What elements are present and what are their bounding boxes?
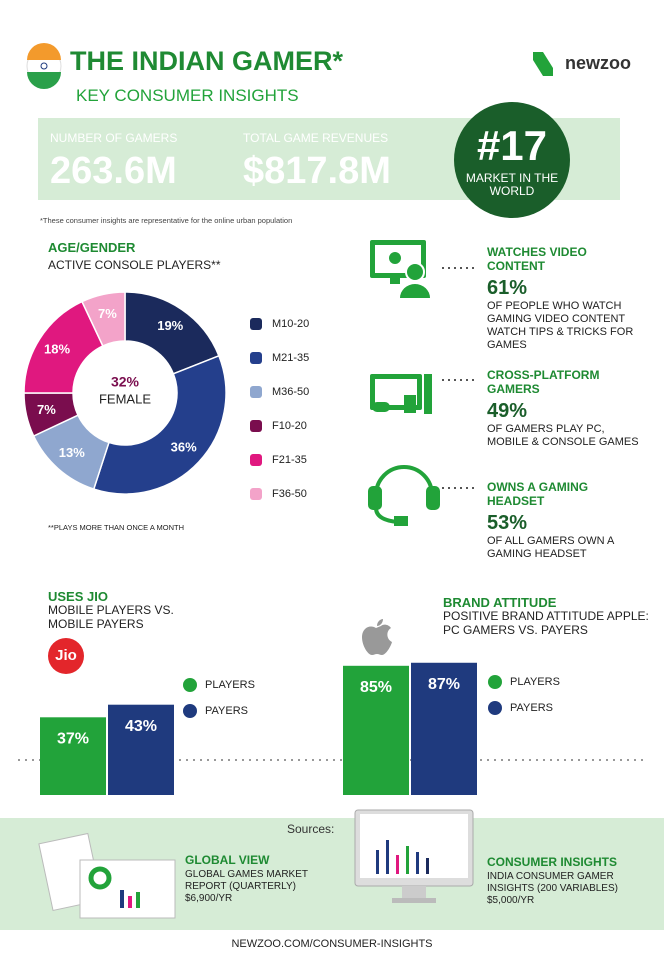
center-label: FEMALE — [99, 391, 151, 406]
legend-label: F36-50 — [272, 488, 307, 500]
legend-swatch — [250, 454, 262, 466]
slice-label: 19% — [157, 318, 183, 333]
legend-label: F10-20 — [272, 420, 307, 432]
section-subtitle: MOBILE PLAYERS VS. MOBILE PAYERS — [48, 603, 174, 631]
slice-label: 36% — [171, 440, 197, 455]
title: THE INDIAN GAMER* — [70, 46, 344, 76]
bar — [343, 665, 409, 795]
apple-logo — [362, 619, 392, 655]
jio-logo-text: Jio — [55, 647, 77, 664]
bar — [40, 717, 106, 795]
insight-value: 61% — [487, 277, 528, 299]
footnote: **PLAYS MORE THAN ONCE A MONTH — [48, 523, 184, 532]
bar-label: 37% — [57, 731, 89, 748]
section-subtitle: ACTIVE CONSOLE PLAYERS** — [48, 258, 221, 272]
section-title: BRAND ATTITUDE — [443, 595, 557, 610]
product-title: GLOBAL VIEW — [185, 853, 270, 867]
slice-label: 7% — [98, 306, 117, 321]
product-title: CONSUMER INSIGHTS — [487, 855, 618, 869]
product-price: $6,900/YR — [185, 893, 233, 904]
legend-swatch — [250, 352, 262, 364]
report-image — [38, 832, 176, 919]
footer: NEWZOO.COM/CONSUMER-INSIGHTS — [231, 938, 433, 950]
section-subtitle: POSITIVE BRAND ATTITUDE APPLE: PC GAMERS… — [443, 609, 649, 637]
stat-value: 263.6M — [50, 150, 177, 192]
rank-value: #17 — [476, 122, 548, 169]
insight-title: WATCHES VIDEO CONTENT — [487, 245, 587, 273]
bar-label: 43% — [125, 718, 157, 735]
pie-slice — [80, 291, 126, 347]
video-icon — [370, 240, 430, 298]
stat-label: NUMBER OF GAMERS — [50, 131, 178, 145]
legend-swatch — [250, 318, 262, 330]
legend-swatch — [250, 420, 262, 432]
slice-label: 18% — [44, 341, 70, 356]
product-price: $5,000/YR — [487, 895, 535, 906]
legend-swatch — [488, 701, 502, 715]
insight-text: OF GAMERS PLAY PC, MOBILE & CONSOLE GAME… — [487, 423, 639, 448]
note: *These consumer insights are representat… — [40, 216, 293, 225]
center-value: 32% — [111, 374, 140, 390]
platform-icon — [370, 374, 432, 414]
insight-text: OF ALL GAMERS OWN A GAMING HEADSET — [487, 535, 614, 560]
connectors — [442, 267, 478, 489]
legend-label: PAYERS — [510, 702, 553, 714]
bar-label: 85% — [360, 679, 392, 696]
bar — [411, 662, 477, 795]
rank-label: MARKET IN THE WORLD — [465, 171, 559, 198]
rank-circle — [454, 102, 570, 218]
legend-label: M36-50 — [272, 386, 309, 398]
legend-label: M10-20 — [272, 318, 309, 330]
bar — [108, 704, 174, 795]
brand: newzoo — [565, 53, 631, 73]
legend-label: PLAYERS — [510, 676, 560, 688]
insight-title: CROSS-PLATFORM GAMERS — [487, 368, 600, 396]
insight-title: OWNS A GAMING HEADSET — [487, 480, 589, 508]
legend-swatch — [250, 386, 262, 398]
section-title: USES JIO — [48, 589, 108, 604]
pie-slice — [92, 354, 227, 495]
legend-swatch — [183, 678, 197, 692]
insight-text: OF PEOPLE WHO WATCH GAMING VIDEO CONTENT… — [487, 300, 634, 351]
monitor-image — [354, 809, 474, 903]
legend-label: M21-35 — [272, 352, 309, 364]
slice-label: 7% — [37, 402, 56, 417]
product-text: INDIA CONSUMER GAMER INSIGHTS (200 VARIA… — [487, 871, 618, 894]
legend-swatch — [488, 675, 502, 689]
newzoo-logo — [533, 52, 553, 76]
stat-label: TOTAL GAME REVENUES — [243, 131, 389, 145]
bar-label: 87% — [428, 676, 460, 693]
legend-swatch — [183, 704, 197, 718]
legend-label: PLAYERS — [205, 679, 255, 691]
subtitle: KEY CONSUMER INSIGHTS — [76, 86, 299, 105]
headset-icon — [368, 465, 440, 526]
insight-value: 49% — [487, 400, 528, 422]
product-text: GLOBAL GAMES MARKET REPORT (QUARTERLY) — [185, 869, 308, 892]
legend-label: F21-35 — [272, 454, 307, 466]
jio-logo — [48, 638, 84, 674]
stat-value: $817.8M — [243, 150, 391, 192]
insight-value: 53% — [487, 512, 528, 534]
sources-label: Sources: — [287, 822, 335, 836]
section-title: AGE/GENDER — [48, 240, 136, 255]
flag — [26, 43, 62, 89]
slice-label: 13% — [59, 445, 85, 460]
legend-label: PAYERS — [205, 705, 248, 717]
legend-swatch — [250, 488, 262, 500]
